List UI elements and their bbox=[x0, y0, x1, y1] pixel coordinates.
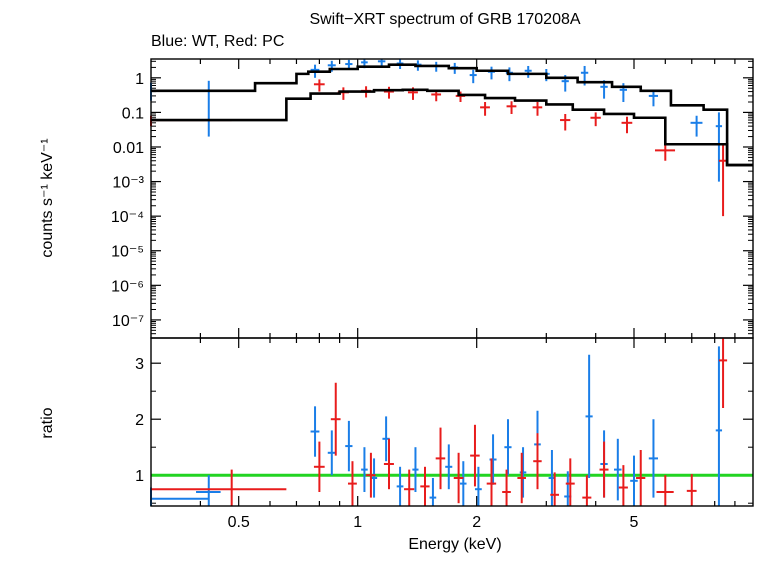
pc-ratio-point bbox=[618, 465, 628, 506]
pc-ratio-point bbox=[420, 466, 430, 506]
pc-ratio-point bbox=[656, 475, 674, 506]
pc-data-point bbox=[621, 116, 633, 134]
x-tick-label: 5 bbox=[630, 514, 639, 531]
pc-data-point bbox=[480, 101, 490, 116]
wt-data-point bbox=[715, 112, 723, 182]
wt-ratio-point bbox=[310, 406, 320, 457]
y-tick-label: 10⁻⁶ bbox=[111, 278, 144, 295]
pc-ratio-point bbox=[599, 441, 609, 498]
wt-ratio-point bbox=[519, 447, 527, 498]
pc-ratio-point bbox=[366, 452, 376, 498]
pc-ratio-point bbox=[313, 441, 325, 492]
wt-ratio-point bbox=[504, 419, 512, 476]
pc-ratio-point bbox=[502, 469, 511, 506]
y-tick-label: 1 bbox=[135, 71, 144, 88]
wt-ratio-point bbox=[412, 447, 419, 492]
y-tick-label: 10⁻⁴ bbox=[111, 209, 144, 226]
wt-ratio-point bbox=[613, 438, 622, 501]
pc-ratio-point bbox=[383, 438, 394, 490]
spectrum-y-label: counts s⁻¹ keV⁻¹ bbox=[39, 138, 56, 257]
wt-ratio-point bbox=[429, 478, 437, 506]
spectrum-frame bbox=[150, 58, 754, 339]
ratio-y-tick-label: 2 bbox=[135, 412, 144, 429]
pc-ratio-point bbox=[347, 461, 357, 506]
wt-ratio-point bbox=[370, 458, 378, 498]
pc-data-point bbox=[560, 113, 571, 131]
pc-model-curve bbox=[151, 88, 753, 167]
pc-ratio-point bbox=[470, 424, 480, 487]
wt-data-point bbox=[690, 115, 703, 137]
pc-data-point bbox=[383, 86, 394, 99]
pc-data-point bbox=[455, 91, 466, 102]
wt-data-point bbox=[487, 66, 495, 80]
spectrum-panel: 1 0.1 0.01 10⁻³ 10⁻⁴ 10⁻⁵ 10⁻⁶ 10⁻⁷ bbox=[111, 58, 754, 339]
ratio-frame bbox=[150, 337, 754, 507]
wt-ratio-point bbox=[396, 466, 404, 506]
wt-ratio-point bbox=[630, 455, 638, 506]
wt-ratio-point bbox=[361, 447, 368, 492]
wt-ratio-point bbox=[648, 419, 658, 498]
pc-ratio-point bbox=[151, 469, 287, 506]
ratio-y-tick-label: 1 bbox=[135, 468, 144, 485]
pc-ratio-point bbox=[517, 452, 526, 504]
pc-ratio-point bbox=[550, 472, 559, 506]
x-axis-label: Energy (keV) bbox=[408, 536, 501, 553]
pc-ratio-point bbox=[533, 433, 542, 490]
wt-ratio-point bbox=[445, 444, 453, 490]
wt-model-curve bbox=[151, 63, 753, 167]
wt-data-point bbox=[524, 65, 532, 78]
y-tick-label: 0.01 bbox=[113, 140, 144, 157]
ratio-y-tick-label: 3 bbox=[135, 356, 144, 373]
pc-data-point bbox=[590, 112, 601, 127]
ratio-y-label: ratio bbox=[39, 407, 56, 438]
chart-subtitle: Blue: WT, Red: PC bbox=[151, 33, 284, 50]
wt-ratio-point bbox=[715, 346, 723, 506]
pc-ratio-point bbox=[435, 427, 446, 490]
pc-data-point bbox=[718, 144, 728, 217]
wt-ratio-point bbox=[327, 430, 336, 476]
pc-ratio-point bbox=[582, 475, 592, 506]
x-tick-label: 1 bbox=[353, 514, 362, 531]
pc-data-point bbox=[506, 101, 517, 114]
pc-ratio-point bbox=[453, 452, 464, 504]
wt-data-point bbox=[196, 80, 221, 137]
pc-ratio-point bbox=[686, 474, 697, 506]
wt-ratio-point bbox=[585, 354, 593, 478]
ratio-panel: 0.5 1 2 5 1 2 3 bbox=[135, 337, 754, 531]
wt-ratio-point bbox=[460, 461, 467, 506]
wt-ratio-point bbox=[196, 475, 221, 506]
wt-data-point bbox=[469, 69, 477, 84]
y-tick-label: 10⁻⁷ bbox=[112, 313, 144, 330]
pc-data-point bbox=[532, 101, 543, 116]
y-tick-label: 10⁻⁵ bbox=[111, 244, 144, 261]
pc-ratio-point bbox=[718, 338, 728, 408]
wt-ratio-point bbox=[474, 466, 482, 506]
wt-ratio-point bbox=[345, 420, 353, 472]
wt-data-point bbox=[648, 89, 658, 107]
x-tick-label: 2 bbox=[472, 514, 481, 531]
pc-ratio-point bbox=[565, 458, 575, 506]
pc-ratio-point bbox=[636, 450, 646, 506]
pc-ratio-point bbox=[330, 382, 341, 456]
pc-ratio-point bbox=[486, 458, 497, 506]
y-tick-label: 0.1 bbox=[122, 105, 144, 122]
chart-title: Swift−XRT spectrum of GRB 170208A bbox=[309, 11, 580, 28]
pc-data-point bbox=[313, 79, 325, 92]
pc-ratio-point bbox=[404, 469, 415, 506]
pc-data-point bbox=[654, 144, 676, 161]
y-tick-label: 10⁻³ bbox=[112, 175, 144, 192]
x-tick-label: 0.5 bbox=[228, 514, 250, 531]
